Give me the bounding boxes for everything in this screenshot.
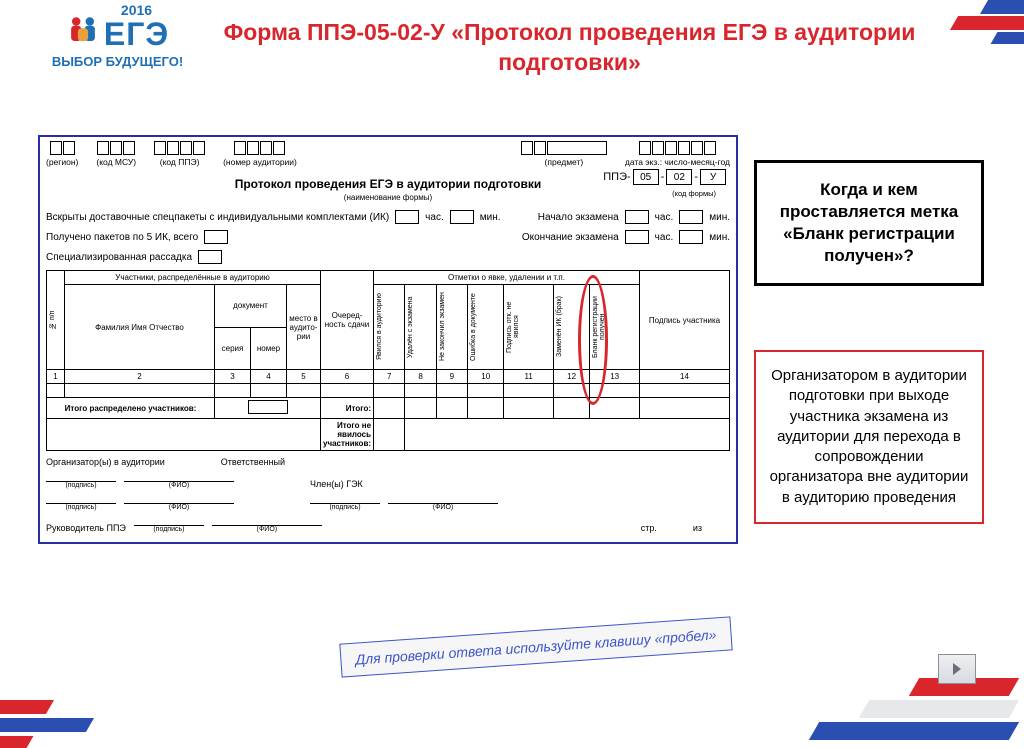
lab-mins: мин. [480, 212, 501, 223]
num-7: 7 [374, 370, 405, 384]
num-2: 2 [65, 370, 215, 384]
col-num: № п/п [49, 295, 56, 345]
form-subtitle: (наименование формы) [46, 193, 730, 202]
lab-gek: Член(ы) ГЭК [310, 479, 363, 489]
num-6: 6 [321, 370, 374, 384]
num-9: 9 [436, 370, 467, 384]
sig-f-3: (ФИО) [388, 504, 498, 511]
num-4: 4 [251, 370, 287, 384]
lab-responsible: Ответственный [221, 457, 285, 467]
sum-absent: Итого не явилось участников: [321, 419, 374, 451]
hint-box: Для проверки ответа используйте клавишу … [339, 616, 732, 677]
line-packets: Получено пакетов по 5 ИК, всего [46, 232, 198, 243]
label-date: дата экз.: число-месяц-год [625, 157, 730, 167]
col-doc: документ [215, 285, 287, 328]
col-ser: серия [215, 327, 251, 370]
label-subject: (предмет) [521, 157, 607, 167]
stripes-bottom-left [0, 684, 200, 744]
form-code-prefix: ППЭ- [603, 171, 630, 183]
vcol-2: Не закончил экзамен [439, 287, 446, 367]
vcol-5: Заменён ИК (брак) [556, 287, 563, 367]
ege-logo-icon [66, 13, 100, 47]
sig-f-1: (ФИО) [124, 482, 234, 489]
line-spec: Специализированная рассадка [46, 252, 192, 263]
col-nom: номер [251, 327, 287, 370]
sig-p-2: (подпись) [46, 504, 116, 511]
col-queue: Очеред-ность сдачи [321, 271, 374, 370]
col-fio: Фамилия Имя Отчество [65, 285, 215, 370]
vcol-4: Подпись отк. не явился [506, 287, 520, 367]
group-marks: Отметки о явке, удалении и т.п. [374, 271, 640, 285]
lab-start: Начало экзамена [538, 212, 619, 223]
sig-p-4: (подпись) [134, 526, 204, 533]
form-code-label: (код формы) [672, 189, 716, 198]
lab-mins-3: мин. [709, 232, 730, 243]
header: 2016 ЕГЭ ВЫБОР БУДУЩЕГО! Форма ППЭ-05-02… [0, 0, 1024, 78]
chevron-right-icon [949, 661, 965, 677]
lab-mins-2: мин. [709, 212, 730, 223]
code-cell-1: 05 [633, 169, 659, 185]
label-ppe: (код ППЭ) [154, 157, 205, 167]
sig-f-4: (ФИО) [212, 526, 322, 533]
num-10: 10 [468, 370, 504, 384]
participants-table: № п/п Участники, распределённые в аудито… [46, 270, 730, 451]
num-3: 3 [215, 370, 251, 384]
page-label: стр. [641, 523, 657, 533]
sig-p-1: (подпись) [46, 482, 116, 489]
sig-p-3: (подпись) [310, 504, 380, 511]
page-of: из [693, 523, 702, 533]
line-opened: Вскрыты доставочные спецпакеты с индивид… [46, 212, 389, 223]
vcol-1: Удалён с экзамена [407, 287, 414, 367]
form-top-fields: (регион) (код МСУ) (код ППЭ) (номер ауди… [46, 141, 730, 167]
code-cell-3: У [700, 169, 726, 185]
code-cell-2: 02 [666, 169, 692, 185]
next-button[interactable] [938, 654, 976, 684]
vcol-6: Бланк регистрации получен [592, 287, 606, 367]
col-place: место в аудито-рии [287, 285, 321, 370]
lab-organizers: Организатор(ы) в аудитории [46, 457, 165, 467]
vcol-3: Ошибка в документе [470, 287, 477, 367]
answer-box: Организатором в аудитории подготовки при… [754, 350, 984, 524]
question-box: Когда и кем проставляется метка «Бланк р… [754, 160, 984, 286]
label-msu: (код МСУ) [96, 157, 136, 167]
lab-hours: час. [425, 212, 444, 223]
form-ppe-05-02-u: (регион) (код МСУ) (код ППЭ) (номер ауди… [38, 135, 738, 544]
num-13: 13 [590, 370, 640, 384]
logo: 2016 ЕГЭ ВЫБОР БУДУЩЕГО! [30, 10, 205, 69]
group-participants: Участники, распределённые в аудиторию [65, 271, 321, 285]
num-8: 8 [405, 370, 436, 384]
signatures: Организатор(ы) в аудитории Ответственный… [46, 457, 730, 533]
num-12: 12 [553, 370, 589, 384]
label-aud: (номер аудитории) [223, 157, 297, 167]
num-14: 14 [640, 370, 730, 384]
logo-tagline: ВЫБОР БУДУЩЕГО! [30, 54, 205, 69]
sum-distributed: Итого распределено участников: [47, 398, 215, 419]
lab-hours-3: час. [655, 232, 674, 243]
lab-ruk: Руководитель ППЭ [46, 523, 126, 533]
logo-ege-text: ЕГЭ [104, 18, 169, 50]
num-11: 11 [504, 370, 554, 384]
page-title: Форма ППЭ-05-02-У «Протокол проведения Е… [205, 10, 994, 78]
sig-f-2: (ФИО) [124, 504, 234, 511]
num-1: 1 [47, 370, 65, 384]
sum-total: Итого: [321, 398, 374, 419]
lab-end: Окончание экзамена [522, 232, 619, 243]
lab-hours-2: час. [655, 212, 674, 223]
label-region: (регион) [46, 157, 78, 167]
num-5: 5 [287, 370, 321, 384]
vcol-0: Явился в аудиторию [376, 287, 383, 367]
form-code: ППЭ- 05- 02- У [603, 169, 726, 185]
col-sign: Подпись участника [640, 271, 730, 370]
